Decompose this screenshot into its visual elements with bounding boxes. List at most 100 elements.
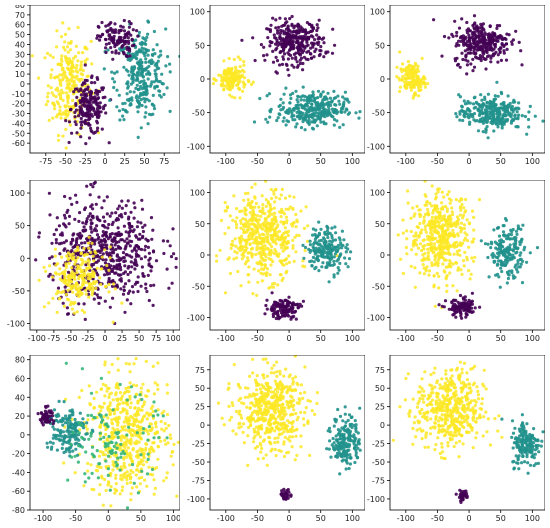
point-yellow [65, 86, 69, 90]
point-yellow [438, 243, 442, 247]
point-yellow [414, 234, 418, 238]
point-teal [460, 104, 464, 108]
point-yellow [103, 248, 107, 252]
point-purple [470, 291, 474, 295]
point-teal [500, 261, 504, 266]
point-teal [522, 248, 526, 252]
point-purple [130, 239, 134, 244]
point-yellow [76, 248, 80, 252]
point-teal [321, 102, 325, 106]
point-yellow [250, 219, 254, 223]
point-yellow [280, 207, 284, 212]
point-purple [102, 199, 106, 203]
point-purple [127, 279, 131, 283]
point-purple [104, 24, 108, 28]
point-teal [313, 108, 318, 112]
point-teal [303, 107, 308, 111]
point-teal [140, 67, 144, 71]
point-purple [149, 216, 154, 220]
x-tick-label: 100 [525, 157, 540, 166]
point-purple [102, 233, 106, 237]
point-teal [137, 60, 141, 64]
point-yellow [302, 226, 307, 230]
point-purple [129, 210, 133, 214]
point-yellow [419, 84, 423, 89]
point-teal [144, 67, 148, 71]
point-teal [498, 242, 502, 246]
point-yellow [443, 251, 447, 255]
point-purple [132, 216, 136, 220]
point-teal [137, 50, 141, 54]
point-purple [82, 225, 86, 229]
point-purple [96, 34, 100, 38]
point-teal [481, 116, 485, 120]
point-purple [116, 226, 120, 230]
point-yellow [80, 291, 84, 295]
point-teal [154, 77, 159, 81]
point-teal [346, 265, 350, 269]
point-yellow [251, 80, 255, 84]
point-yellow [85, 266, 89, 270]
point-purple [64, 225, 68, 229]
point-yellow [120, 301, 124, 305]
point-yellow [70, 257, 74, 261]
point-teal [514, 229, 519, 233]
point-purple [75, 131, 79, 135]
point-teal [290, 111, 294, 115]
point-yellow [284, 215, 288, 219]
point-yellow [435, 239, 440, 243]
point-yellow [405, 85, 409, 90]
point-yellow [437, 217, 441, 221]
point-purple [333, 43, 337, 47]
point-yellow [63, 32, 68, 36]
point-yellow [229, 246, 233, 250]
point-yellow [403, 83, 408, 87]
point-yellow [426, 251, 431, 255]
point-yellow [250, 253, 254, 257]
point-purple [484, 38, 488, 42]
point-yellow [227, 56, 231, 61]
point-teal [326, 112, 330, 116]
point-purple [120, 206, 124, 210]
point-yellow [434, 192, 438, 196]
x-tick-label: 50 [316, 334, 326, 343]
point-purple [455, 30, 459, 35]
point-purple [135, 29, 139, 33]
point-yellow [459, 205, 463, 209]
point-purple [120, 199, 124, 203]
point-purple [311, 35, 315, 39]
point-yellow [395, 65, 399, 69]
point-yellow [46, 99, 50, 103]
point-teal [144, 38, 148, 43]
point-yellow [273, 281, 277, 286]
point-teal [289, 96, 293, 101]
x-tick-label: 50 [496, 157, 506, 166]
point-purple [298, 61, 302, 66]
point-teal [338, 253, 342, 257]
point-purple [79, 99, 83, 103]
point-purple [119, 287, 123, 291]
point-yellow [416, 79, 420, 83]
point-purple [68, 108, 73, 112]
point-teal [318, 248, 322, 252]
point-yellow [71, 290, 75, 294]
point-teal [314, 96, 318, 100]
point-yellow [269, 208, 273, 212]
point-purple [460, 51, 464, 55]
point-yellow [255, 293, 259, 297]
point-purple [294, 317, 298, 321]
point-yellow [253, 205, 257, 209]
point-purple [83, 122, 87, 126]
point-teal [330, 226, 334, 230]
point-yellow [61, 98, 65, 102]
point-purple [96, 126, 100, 130]
point-yellow [248, 203, 252, 207]
point-purple [280, 45, 284, 49]
point-yellow [401, 218, 405, 222]
point-yellow [265, 267, 270, 271]
point-purple [322, 41, 326, 45]
point-teal [504, 118, 508, 122]
point-teal [490, 108, 495, 113]
point-yellow [263, 244, 267, 248]
